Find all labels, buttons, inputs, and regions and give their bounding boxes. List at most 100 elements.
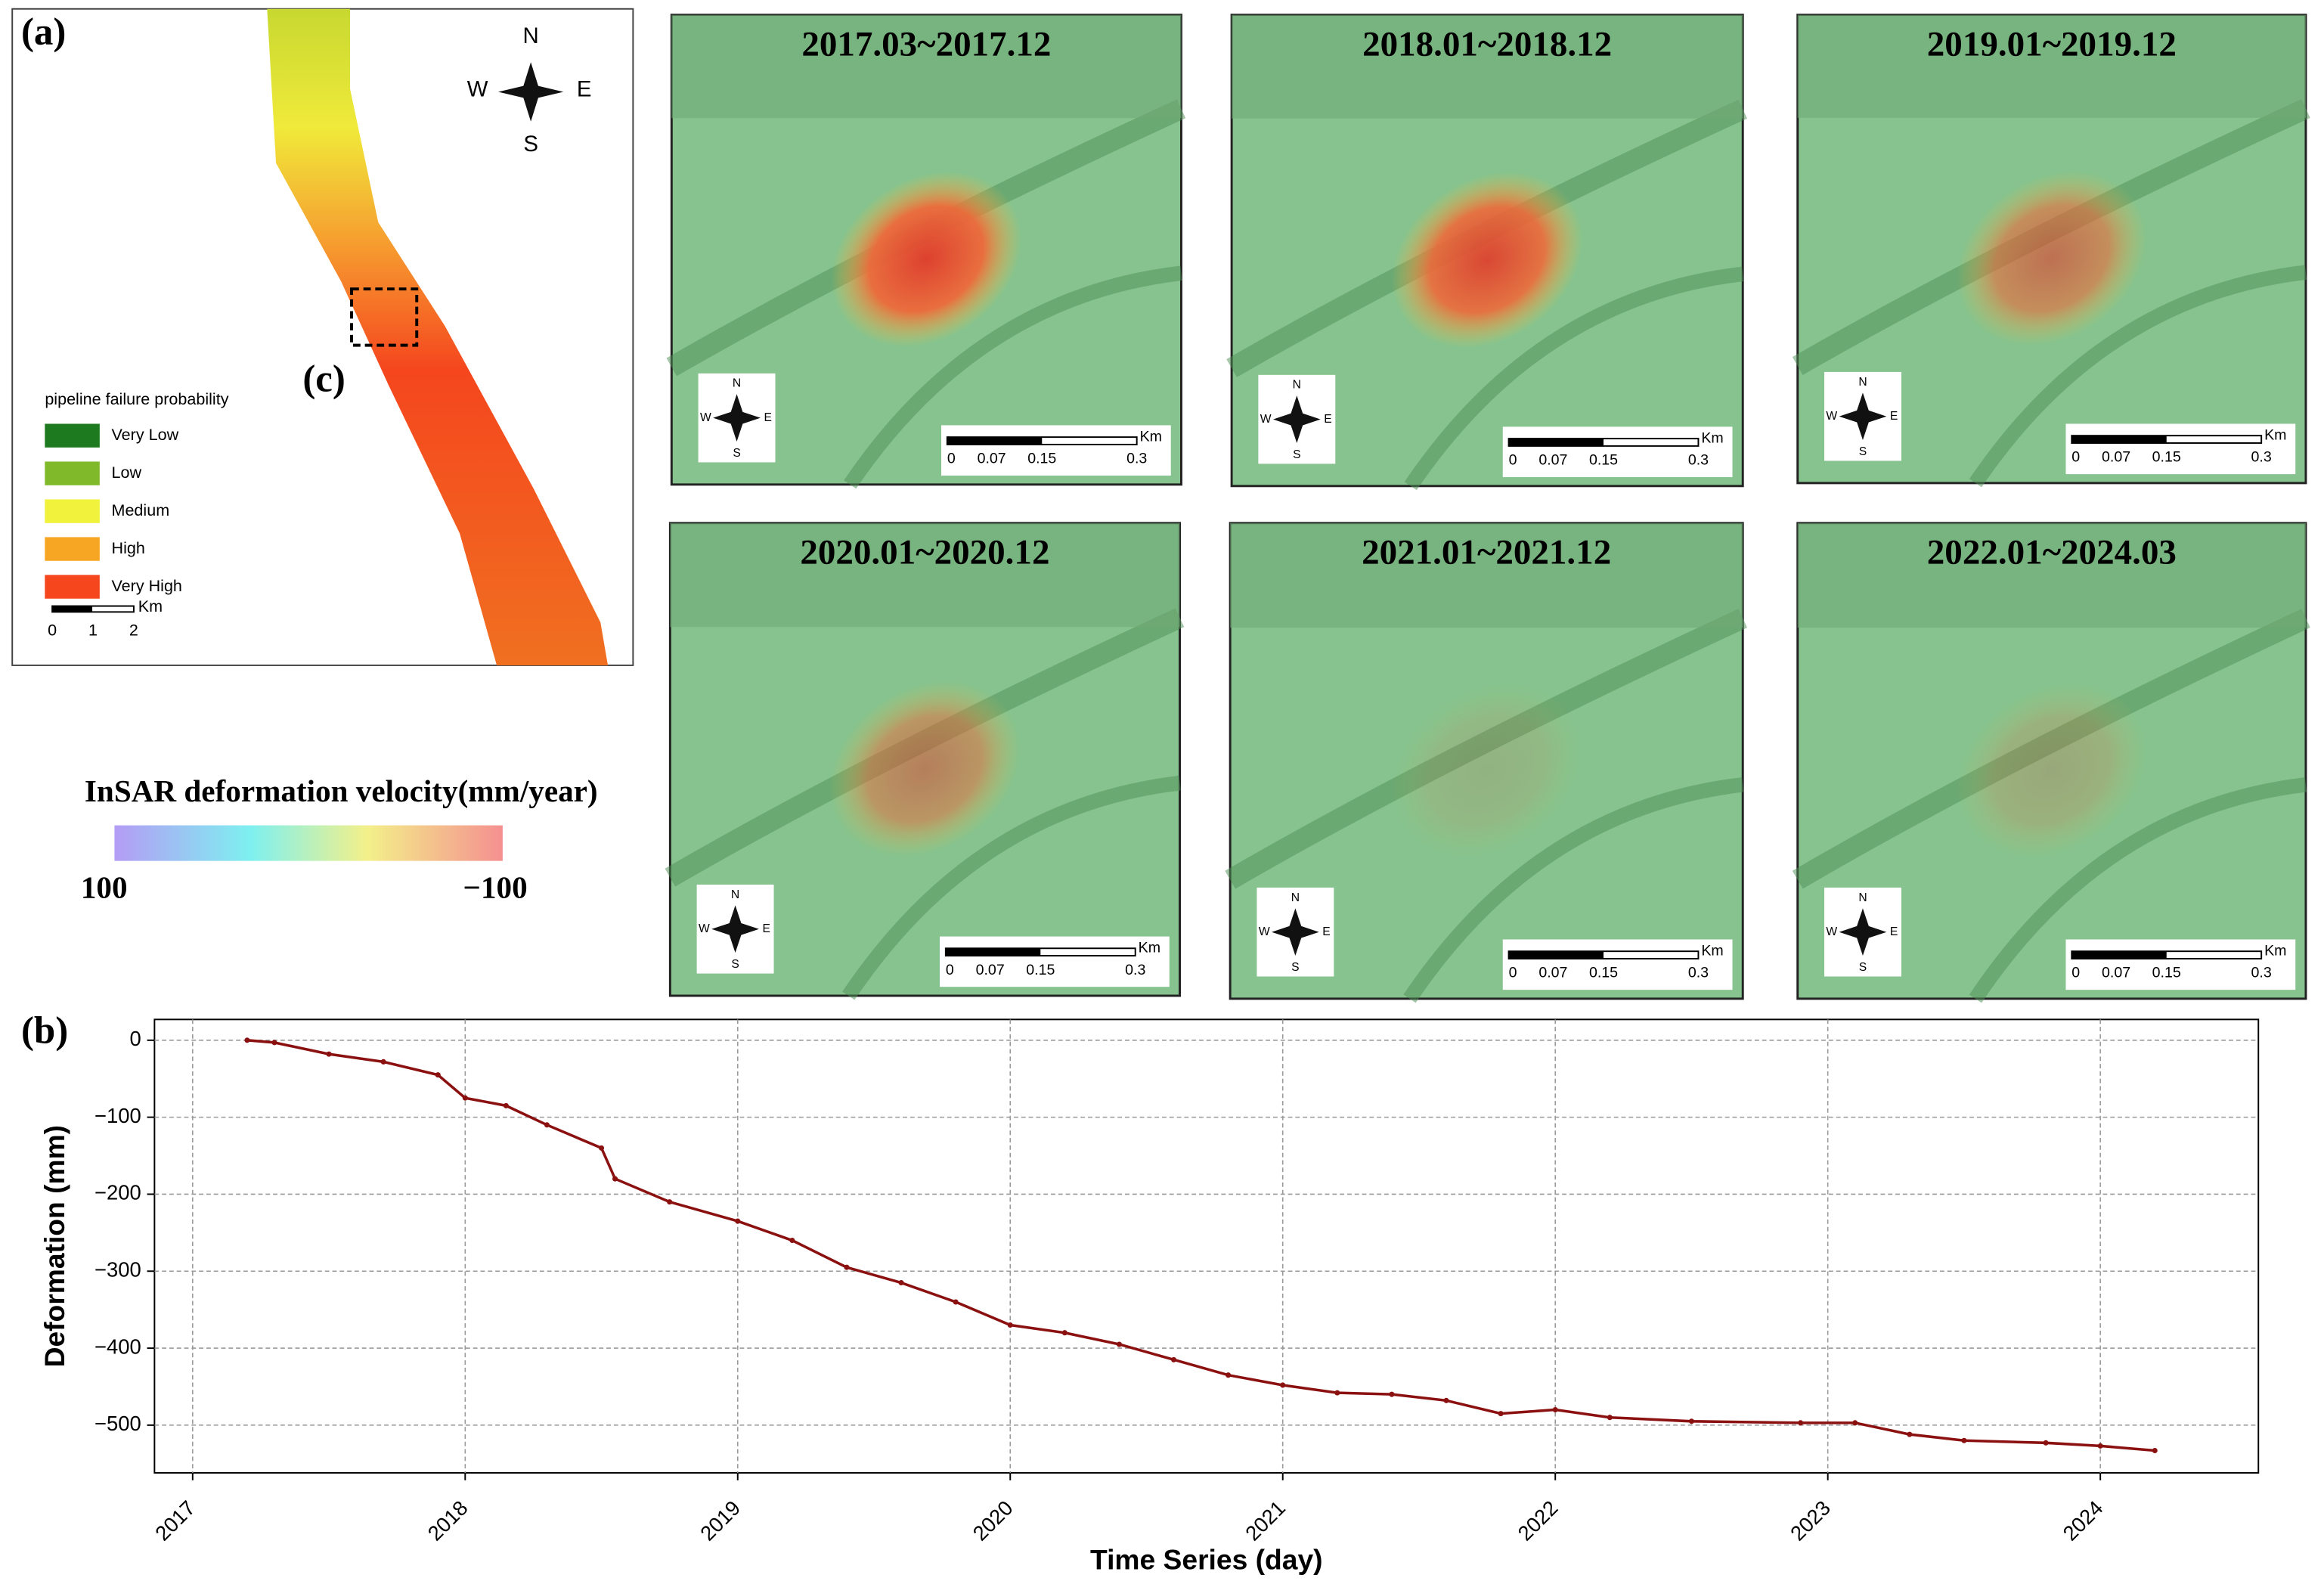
legend-swatch bbox=[45, 499, 100, 523]
scalebar-box bbox=[1502, 939, 1733, 990]
data-point bbox=[462, 1095, 468, 1101]
scalebar-fill bbox=[945, 948, 1041, 956]
data-point bbox=[1552, 1407, 1558, 1413]
scalebar-unit: Km bbox=[1140, 428, 1162, 445]
data-point bbox=[271, 1040, 277, 1046]
data-point bbox=[544, 1122, 550, 1128]
compass-label: S bbox=[523, 132, 538, 157]
map-title: 2019.01~2019.12 bbox=[1927, 25, 2177, 64]
scalebar-unit: Km bbox=[2264, 942, 2286, 959]
terrain-ridge bbox=[844, 265, 1182, 489]
compass-label: W bbox=[700, 411, 711, 424]
data-point bbox=[380, 1059, 386, 1065]
scalebar-fill bbox=[52, 606, 93, 612]
terrain-ridge bbox=[1969, 777, 2307, 1003]
compass-rose bbox=[1272, 908, 1319, 956]
scalebar-label: 0 bbox=[947, 451, 956, 467]
data-point bbox=[1226, 1372, 1232, 1378]
x-tick-label: 2017 bbox=[150, 1496, 200, 1545]
map-title: 2022.01~2024.03 bbox=[1927, 533, 2177, 572]
scalebar-label: 0.07 bbox=[976, 962, 1005, 978]
scalebar-label: 0.15 bbox=[1026, 962, 1055, 978]
y-tick-label: −100 bbox=[95, 1104, 141, 1127]
data-point bbox=[1280, 1382, 1286, 1388]
compass-label: S bbox=[1291, 961, 1299, 974]
colorbar-label: −100 bbox=[463, 869, 528, 904]
compass-label: S bbox=[733, 447, 740, 460]
colorbar-title: InSAR deformation velocity(mm/year) bbox=[85, 773, 598, 809]
data-point bbox=[1061, 1330, 1067, 1336]
data-point bbox=[1798, 1420, 1804, 1426]
compass-label: W bbox=[467, 76, 488, 101]
compass-label: W bbox=[1259, 925, 1270, 938]
scalebar-label: 0 bbox=[1509, 452, 1517, 469]
compass-label: S bbox=[1293, 448, 1300, 461]
scalebar-label: 2 bbox=[129, 621, 138, 640]
map-title: 2020.01~2020.12 bbox=[800, 533, 1049, 572]
scalebar-label: 0 bbox=[1509, 965, 1517, 981]
y-tick-label: 0 bbox=[129, 1027, 141, 1050]
scalebar-label: 1 bbox=[88, 621, 98, 640]
panel-label: (a) bbox=[21, 11, 66, 54]
compass-rose bbox=[1839, 392, 1887, 441]
scalebar-label: 0.07 bbox=[2102, 449, 2130, 466]
legend-title: pipeline failure probability bbox=[45, 389, 228, 408]
hill-top bbox=[1230, 522, 1743, 628]
deformation-zone bbox=[1957, 170, 2147, 346]
compass-label: N bbox=[1858, 891, 1867, 904]
scalebar-label: 0.3 bbox=[1126, 451, 1147, 467]
data-point bbox=[1961, 1437, 1967, 1443]
y-tick-label: −400 bbox=[95, 1334, 141, 1358]
scalebar-label: 0.3 bbox=[1688, 965, 1709, 981]
legend-swatch bbox=[45, 423, 100, 448]
compass-rose bbox=[711, 905, 759, 953]
data-point bbox=[612, 1176, 618, 1182]
terrain-ridge bbox=[842, 775, 1181, 1000]
compass-label: N bbox=[731, 888, 739, 901]
colorbar bbox=[114, 825, 503, 861]
legend-swatch bbox=[45, 537, 100, 561]
legend-label: Low bbox=[112, 463, 142, 482]
y-tick-label: −300 bbox=[95, 1258, 141, 1282]
data-point bbox=[1498, 1411, 1504, 1417]
x-axis-label: Time Series (day) bbox=[1090, 1543, 1323, 1575]
hill-top bbox=[1797, 14, 2306, 118]
data-point bbox=[1171, 1356, 1177, 1362]
compass-label: E bbox=[1324, 413, 1331, 426]
map-title: 2018.01~2018.12 bbox=[1362, 25, 1612, 64]
map-title: 2017.03~2017.12 bbox=[801, 25, 1051, 64]
scalebar-label: 0.15 bbox=[2152, 965, 2181, 981]
data-point bbox=[503, 1102, 509, 1108]
data-point bbox=[1852, 1420, 1858, 1426]
scalebar-fill bbox=[1508, 951, 1604, 959]
legend-label: Very High bbox=[112, 576, 182, 595]
scalebar-fill bbox=[1508, 439, 1604, 446]
scalebar-label: 0.07 bbox=[978, 451, 1006, 467]
compass-label: W bbox=[1826, 410, 1837, 423]
scalebar-box bbox=[2065, 939, 2296, 990]
data-point bbox=[2097, 1443, 2103, 1449]
map-title: 2021.01~2021.12 bbox=[1362, 533, 1611, 572]
scalebar-fill bbox=[2071, 951, 2167, 959]
y-axis-label: Deformation (mm) bbox=[39, 1125, 70, 1368]
scalebar-box bbox=[940, 425, 1171, 476]
data-point bbox=[667, 1199, 673, 1205]
scalebar-label: 0.3 bbox=[2251, 965, 2272, 981]
scalebar-label: 0 bbox=[946, 962, 954, 978]
legend-swatch bbox=[45, 575, 100, 599]
terrain-ridge bbox=[1404, 266, 1744, 491]
compass-label: N bbox=[1858, 376, 1867, 389]
scalebar-label: 0.15 bbox=[1589, 452, 1618, 469]
compass-label: E bbox=[1890, 925, 1898, 938]
scalebar-box bbox=[1502, 426, 1733, 478]
scalebar-label: 0.07 bbox=[1538, 452, 1567, 469]
hill-top bbox=[1232, 14, 1743, 119]
x-tick-label: 2023 bbox=[1786, 1496, 1835, 1545]
data-point bbox=[1116, 1341, 1122, 1347]
x-tick-label: 2020 bbox=[968, 1496, 1018, 1545]
plot-frame bbox=[153, 1018, 2260, 1474]
scalebar-unit: Km bbox=[1701, 429, 1723, 446]
data-point bbox=[1443, 1397, 1449, 1403]
